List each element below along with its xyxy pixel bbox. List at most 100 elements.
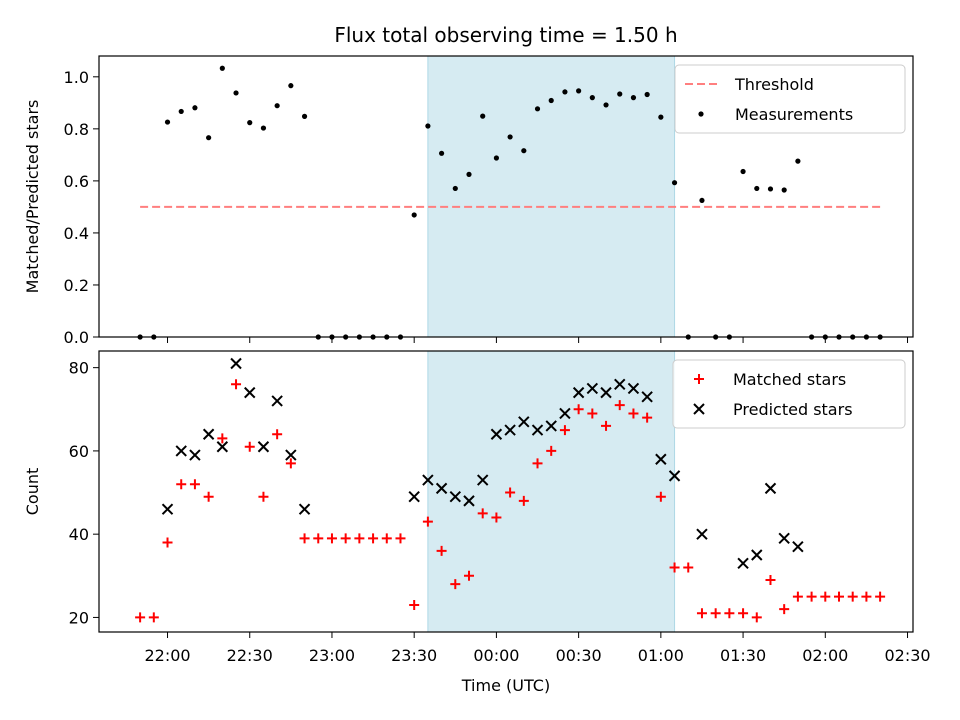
xtick-label: 22:30 [227, 646, 273, 665]
matched-star-point [203, 491, 214, 502]
predicted-star-point [792, 540, 804, 553]
legend-matched-swatch [694, 374, 704, 384]
measurement-point [493, 155, 500, 161]
ratio-ytick-label: 0.0 [64, 328, 89, 347]
matched-star-point [834, 591, 844, 602]
legend-label: Measurements [735, 105, 853, 124]
measurement-point [521, 148, 527, 154]
predicted-star-point [668, 470, 681, 482]
predicted-star-point [764, 482, 777, 495]
matched-star-point [176, 479, 187, 490]
ratio-ytick-label: 0.8 [64, 120, 89, 139]
matched-star-point [162, 537, 173, 548]
measurement-point [671, 180, 678, 186]
legend-label: Matched stars [733, 370, 846, 389]
count-panel-frame [98, 350, 914, 633]
predicted-star-point [189, 449, 201, 461]
measurement-point [425, 123, 431, 129]
matched-star-point [436, 545, 447, 556]
measurement-point [192, 105, 198, 111]
predicted-star-point [600, 386, 612, 399]
measurement-point [740, 168, 746, 175]
measurement-point [288, 83, 294, 89]
matched-star-point [368, 533, 379, 544]
ratio-panel: 0.0 0.2 0.4 0.6 0.8 1.0 Matched/Predicted sta… [23, 55, 914, 347]
x-axis-label: Time (UTC) [461, 676, 550, 695]
matched-star-point [587, 408, 598, 419]
predicted-star-point [298, 503, 311, 515]
predicted-star-point [627, 382, 640, 395]
measurement-point [507, 134, 513, 140]
xtick-label: 22:00 [144, 646, 190, 665]
xtick-label: 01:30 [720, 646, 766, 665]
measurement-point [658, 114, 664, 120]
matched-star-point [340, 533, 351, 544]
predicted-star-point [202, 428, 215, 440]
matched-star-point [505, 487, 516, 498]
matched-star-point [189, 479, 200, 490]
matched-star-point [381, 533, 392, 544]
matched-star-point [696, 608, 707, 619]
matched-star-point [573, 404, 584, 415]
ratio-legend: Threshold Measurements [674, 64, 906, 134]
series-predicted-stars [161, 357, 804, 570]
matched-star-point [546, 445, 557, 456]
measurement-point [767, 186, 774, 192]
matched-star-point [491, 512, 502, 523]
legend-label: Threshold [734, 75, 814, 94]
matched-star-point [559, 425, 570, 436]
xtick-label: 23:30 [391, 646, 437, 665]
predicted-star-point [778, 532, 790, 545]
measurement-point [466, 171, 472, 177]
measurement-point [301, 113, 308, 119]
ratio-ytick-label: 1.0 [64, 68, 89, 87]
predicted-star-point [285, 449, 297, 461]
measurement-point [754, 185, 760, 192]
matched-star-point [285, 458, 296, 469]
matched-star-point [669, 562, 680, 573]
count-ytick-label: 60 [69, 442, 89, 461]
predicted-star-point [161, 503, 174, 515]
matched-star-point [450, 579, 461, 590]
predicted-star-point [175, 445, 187, 457]
measurement-point [548, 97, 554, 104]
predicted-star-point [586, 382, 599, 395]
measurement-point [452, 185, 458, 192]
predicted-star-point [490, 428, 503, 440]
predicted-star-point [559, 407, 571, 420]
predicted-star-point [737, 557, 749, 570]
predicted-star-point [449, 490, 462, 503]
measurement-point [603, 102, 609, 108]
ratio-ytick-label: 0.2 [64, 276, 89, 295]
xtick-label: 00:30 [556, 646, 602, 665]
matched-star-point [326, 533, 337, 544]
count-legend-box [672, 359, 906, 429]
measurement-point [781, 187, 787, 193]
xtick-label: 23:00 [309, 646, 355, 665]
matched-star-point [532, 458, 543, 469]
count-ytick-label: 20 [69, 608, 89, 627]
legend-measurement-swatch [698, 111, 704, 117]
measurement-point [699, 197, 705, 204]
matched-star-point [299, 533, 310, 544]
predicted-star-point [476, 474, 489, 486]
predicted-star-point [463, 495, 475, 507]
ratio-panel-frame [98, 55, 914, 338]
predicted-star-point [244, 386, 256, 399]
xtick-label: 02:00 [802, 646, 848, 665]
chart-title: Flux total observing time = 1.50 h [334, 23, 677, 47]
predicted-star-point [504, 424, 516, 436]
ratio-ylabel: Matched/Predicted stars [23, 100, 42, 294]
matched-star-point [765, 574, 776, 585]
measurement-point [534, 106, 541, 112]
matched-star-point [422, 516, 433, 527]
predicted-star-point [641, 391, 653, 403]
xtick-label: 01:00 [638, 646, 684, 665]
measurement-point [795, 158, 801, 164]
predicted-star-point [216, 441, 229, 453]
measurement-point [562, 89, 568, 95]
predicted-star-point [435, 482, 448, 495]
predicted-star-point [531, 424, 544, 436]
matched-star-point [738, 608, 749, 619]
